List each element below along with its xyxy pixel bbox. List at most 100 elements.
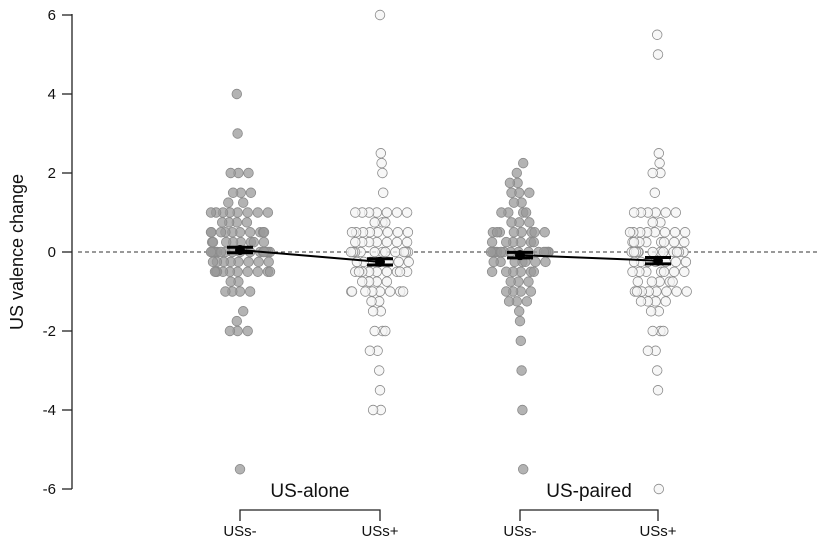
data-point [511, 167, 523, 179]
data-point [669, 227, 681, 238]
data-point [258, 227, 270, 238]
data-point [679, 266, 690, 277]
data-point [525, 286, 537, 297]
data-point [394, 266, 406, 277]
data-point [252, 266, 263, 277]
data-point [374, 365, 385, 376]
data-point [646, 276, 658, 287]
data-point [225, 167, 236, 179]
data-point [667, 276, 678, 287]
y-tick-label: -6 [43, 481, 56, 498]
data-point [485, 246, 497, 258]
data-point [660, 296, 671, 307]
data-point [679, 236, 690, 248]
data-point [231, 88, 243, 100]
y-tick-label: 6 [48, 7, 56, 24]
data-point [647, 217, 658, 228]
y-axis: 6 4 2 0 -2 -4 -6 [43, 7, 73, 498]
data-point [378, 187, 389, 198]
data-point [680, 256, 692, 268]
data-point [514, 315, 526, 327]
mean-marker [653, 255, 663, 266]
data-point [504, 177, 516, 189]
data-point [374, 9, 386, 21]
data-point [506, 187, 517, 198]
data-point [642, 345, 654, 356]
data-point [351, 256, 363, 268]
data-point [516, 365, 527, 376]
data-point [353, 266, 365, 277]
data-point [632, 276, 644, 287]
data-point [369, 217, 380, 228]
data-point [679, 227, 691, 238]
data-point [528, 236, 540, 248]
data-point [486, 266, 498, 277]
data-point [392, 227, 404, 238]
data-point [369, 325, 380, 337]
data-point [528, 266, 540, 277]
data-point [390, 246, 401, 258]
data-point [635, 296, 647, 307]
data-points [205, 9, 692, 495]
data-point [225, 276, 236, 287]
data-point [207, 256, 219, 268]
data-point [653, 483, 665, 495]
data-point [530, 256, 541, 268]
data-point [658, 266, 670, 277]
data-point [624, 227, 636, 238]
data-point [518, 464, 529, 475]
data-point [508, 227, 520, 238]
data-point [401, 236, 413, 248]
condition-label: USs+ [361, 523, 398, 540]
data-point [645, 306, 657, 317]
data-point [627, 266, 638, 277]
data-point [237, 197, 249, 208]
data-point [237, 306, 249, 317]
data-point [346, 227, 358, 238]
data-point [215, 227, 227, 238]
data-point [380, 217, 391, 228]
group-label: US-paired [546, 481, 632, 502]
data-point [264, 266, 276, 277]
data-point [374, 385, 386, 396]
data-point [647, 246, 658, 258]
data-point [669, 236, 680, 248]
data-point [248, 236, 260, 248]
data-point [524, 187, 535, 198]
data-point [486, 236, 498, 248]
data-point [647, 167, 658, 179]
data-point [491, 227, 503, 238]
data-point [367, 306, 379, 317]
data-point [658, 246, 669, 258]
data-point [207, 236, 219, 248]
data-point [377, 167, 388, 179]
data-point [671, 246, 683, 258]
mean-markers [227, 245, 671, 267]
data-point [364, 345, 376, 356]
data-point [501, 236, 512, 248]
data-point [216, 217, 228, 228]
data-point [242, 207, 253, 218]
data-point [495, 246, 507, 258]
data-point [391, 207, 403, 218]
data-point [652, 365, 663, 376]
data-point [517, 404, 528, 416]
data-point [514, 306, 525, 317]
condition-label: USs- [223, 523, 256, 540]
condition-label: USs- [503, 523, 536, 540]
data-point [670, 256, 682, 268]
data-point [681, 286, 692, 297]
data-point [224, 325, 236, 337]
data-point [488, 256, 499, 268]
data-point [350, 236, 361, 248]
data-point [242, 266, 253, 277]
data-point [215, 246, 227, 258]
data-point [220, 286, 231, 297]
data-point [631, 286, 643, 297]
data-point [628, 246, 640, 258]
data-point [393, 256, 404, 268]
data-point [529, 227, 540, 238]
data-point [350, 207, 361, 218]
data-point [232, 128, 243, 139]
